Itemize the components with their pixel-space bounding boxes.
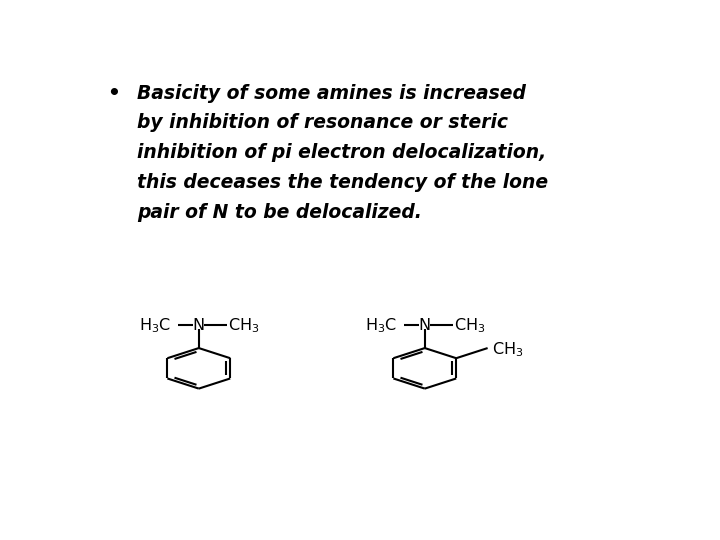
Text: inhibition of pi electron delocalization,: inhibition of pi electron delocalization… [138, 144, 546, 163]
Text: pair of N to be delocalized.: pair of N to be delocalized. [138, 203, 423, 222]
Text: by inhibition of resonance or steric: by inhibition of resonance or steric [138, 113, 508, 132]
Text: N: N [193, 318, 205, 333]
Text: CH$_3$: CH$_3$ [454, 316, 486, 335]
Text: H$_3$C: H$_3$C [139, 316, 171, 335]
Text: N: N [419, 318, 431, 333]
Text: Basicity of some amines is increased: Basicity of some amines is increased [138, 84, 526, 103]
Text: this deceases the tendency of the lone: this deceases the tendency of the lone [138, 173, 549, 192]
Text: CH$_3$: CH$_3$ [228, 316, 260, 335]
Text: H$_3$C: H$_3$C [365, 316, 397, 335]
Text: •: • [107, 84, 120, 103]
Text: CH$_3$: CH$_3$ [492, 340, 523, 359]
